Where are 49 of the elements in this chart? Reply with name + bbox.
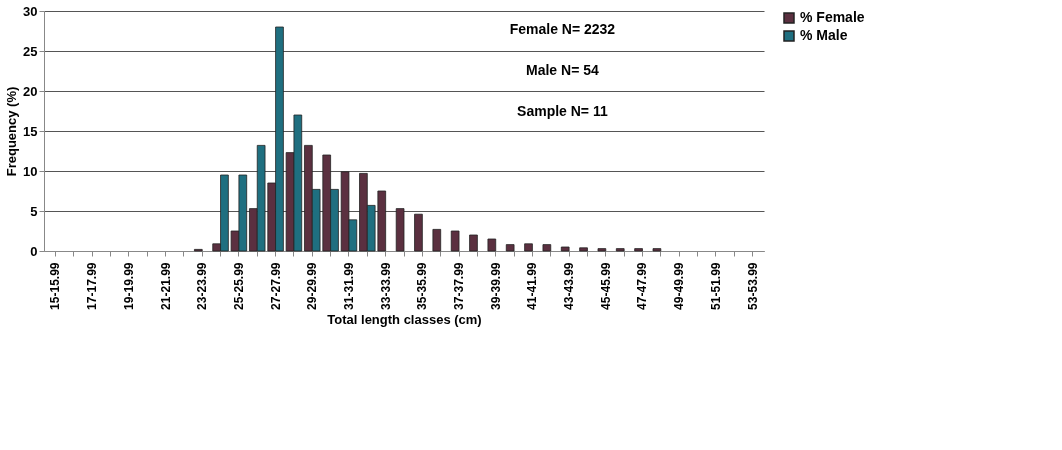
annotation: Female N= 2232 [509,21,616,38]
y-tick-label: 5 [30,203,38,219]
y-tick-label: 30 [23,3,38,19]
x-tick-label: 51-51.99 [708,262,723,310]
bar [505,244,515,252]
x-tick-label: 27-27.99 [268,262,283,310]
bar [560,246,570,252]
x-tick-label: 39-39.99 [488,262,503,310]
x-tick-label: 43-43.99 [562,262,577,310]
x-tick-label: 49-49.99 [672,262,687,310]
x-tick-label: 29-29.99 [305,262,320,310]
x-axis-title: Total length classes (cm) [327,311,482,327]
x-tick-label: 23-23.99 [195,262,210,310]
x-tick-label: 41-41.99 [525,262,540,310]
y-axis-title: Frequency (%) [4,86,20,177]
x-tick-label: 15-15.99 [48,262,63,310]
x-tick-label: 17-17.99 [85,262,100,310]
x-tick-label: 25-25.99 [231,262,246,310]
bar [524,243,533,252]
y-tick-label: 10 [23,163,38,179]
y-tick-label: 0 [30,243,38,259]
bar [579,247,588,252]
annotation: Sample N= 11 [517,102,608,119]
bar [414,213,423,252]
legend-label: % Male [800,27,848,43]
x-tick-label: 21-21.99 [158,262,173,310]
bar [450,230,460,252]
bar [395,208,405,252]
x-tick-label: 53-53.99 [745,262,760,310]
x-tick-label: 37-37.99 [452,262,467,310]
x-tick-label: 35-35.99 [415,262,430,310]
annotation: Male N= 54 [526,62,599,78]
bar [542,244,552,252]
y-tick-label: 25 [23,43,38,59]
x-tick-label: 19-19.99 [121,262,136,310]
x-tick-label: 31-31.99 [341,262,356,310]
x-tick-label: 45-45.99 [598,262,613,310]
y-tick-label: 20 [23,83,38,99]
bar [487,238,497,252]
bar [597,248,607,252]
legend-label: % Female [800,9,865,25]
bar [469,234,478,252]
bar [432,229,442,252]
x-tick-label: 47-47.99 [635,262,650,310]
y-tick-label: 15 [23,123,38,139]
bar [615,248,625,252]
bar [634,248,643,252]
bar [652,248,662,252]
x-tick-label: 33-33.99 [378,262,393,310]
